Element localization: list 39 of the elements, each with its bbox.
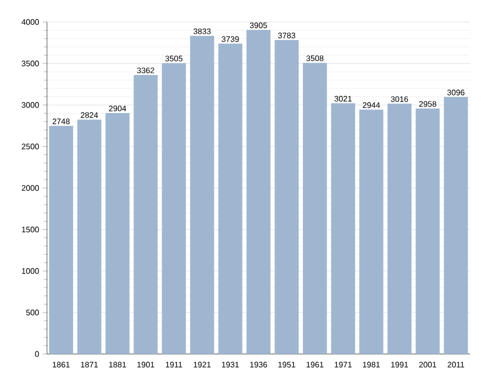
data-label: 2748 <box>52 118 70 124</box>
y-tick-label: 500 <box>26 310 39 316</box>
data-label: 2944 <box>362 102 380 108</box>
x-tick-label: 1961 <box>306 362 324 368</box>
data-label: 3833 <box>194 28 211 34</box>
x-tick-label: 1931 <box>222 362 239 368</box>
y-tick-label: 3500 <box>22 60 39 66</box>
x-tick-label: 1871 <box>81 362 98 368</box>
data-label: 2824 <box>80 112 98 118</box>
y-tick-label: 1500 <box>22 226 39 232</box>
data-label: 3362 <box>137 68 154 74</box>
x-tick-label: 1971 <box>334 362 352 368</box>
y-tick-label: 3000 <box>22 102 39 108</box>
y-tick-label: 0 <box>35 351 39 357</box>
data-label: 3021 <box>334 96 352 102</box>
x-tick-label: 1861 <box>52 362 70 368</box>
data-label: 3508 <box>306 55 324 62</box>
x-tick-label: 2011 <box>448 362 464 368</box>
x-tick-label: 1991 <box>391 362 408 368</box>
data-label: 3905 <box>250 22 268 28</box>
y-tick-label: 1000 <box>22 268 39 274</box>
x-tick-label: 1981 <box>363 362 380 368</box>
data-label: 3505 <box>165 56 182 62</box>
y-tick-label: 4000 <box>22 19 39 25</box>
x-tick-label: 1921 <box>194 362 211 368</box>
data-label: 3739 <box>222 36 239 42</box>
data-label: 3783 <box>278 32 296 38</box>
data-label: 2904 <box>109 106 126 112</box>
data-label: 3096 <box>447 90 464 96</box>
x-tick-label: 1911 <box>166 362 182 368</box>
data-label: 3016 <box>390 96 408 102</box>
x-tick-label: 1951 <box>278 362 296 368</box>
x-tick-label: 1901 <box>137 362 154 368</box>
data-label: 2958 <box>419 101 436 107</box>
x-tick-label: 2001 <box>419 362 436 368</box>
x-tick-label: 1881 <box>109 362 126 368</box>
x-tick-label: 1936 <box>250 362 268 368</box>
y-tick-label: 2000 <box>22 185 39 191</box>
y-tick-label: 2500 <box>22 144 39 150</box>
